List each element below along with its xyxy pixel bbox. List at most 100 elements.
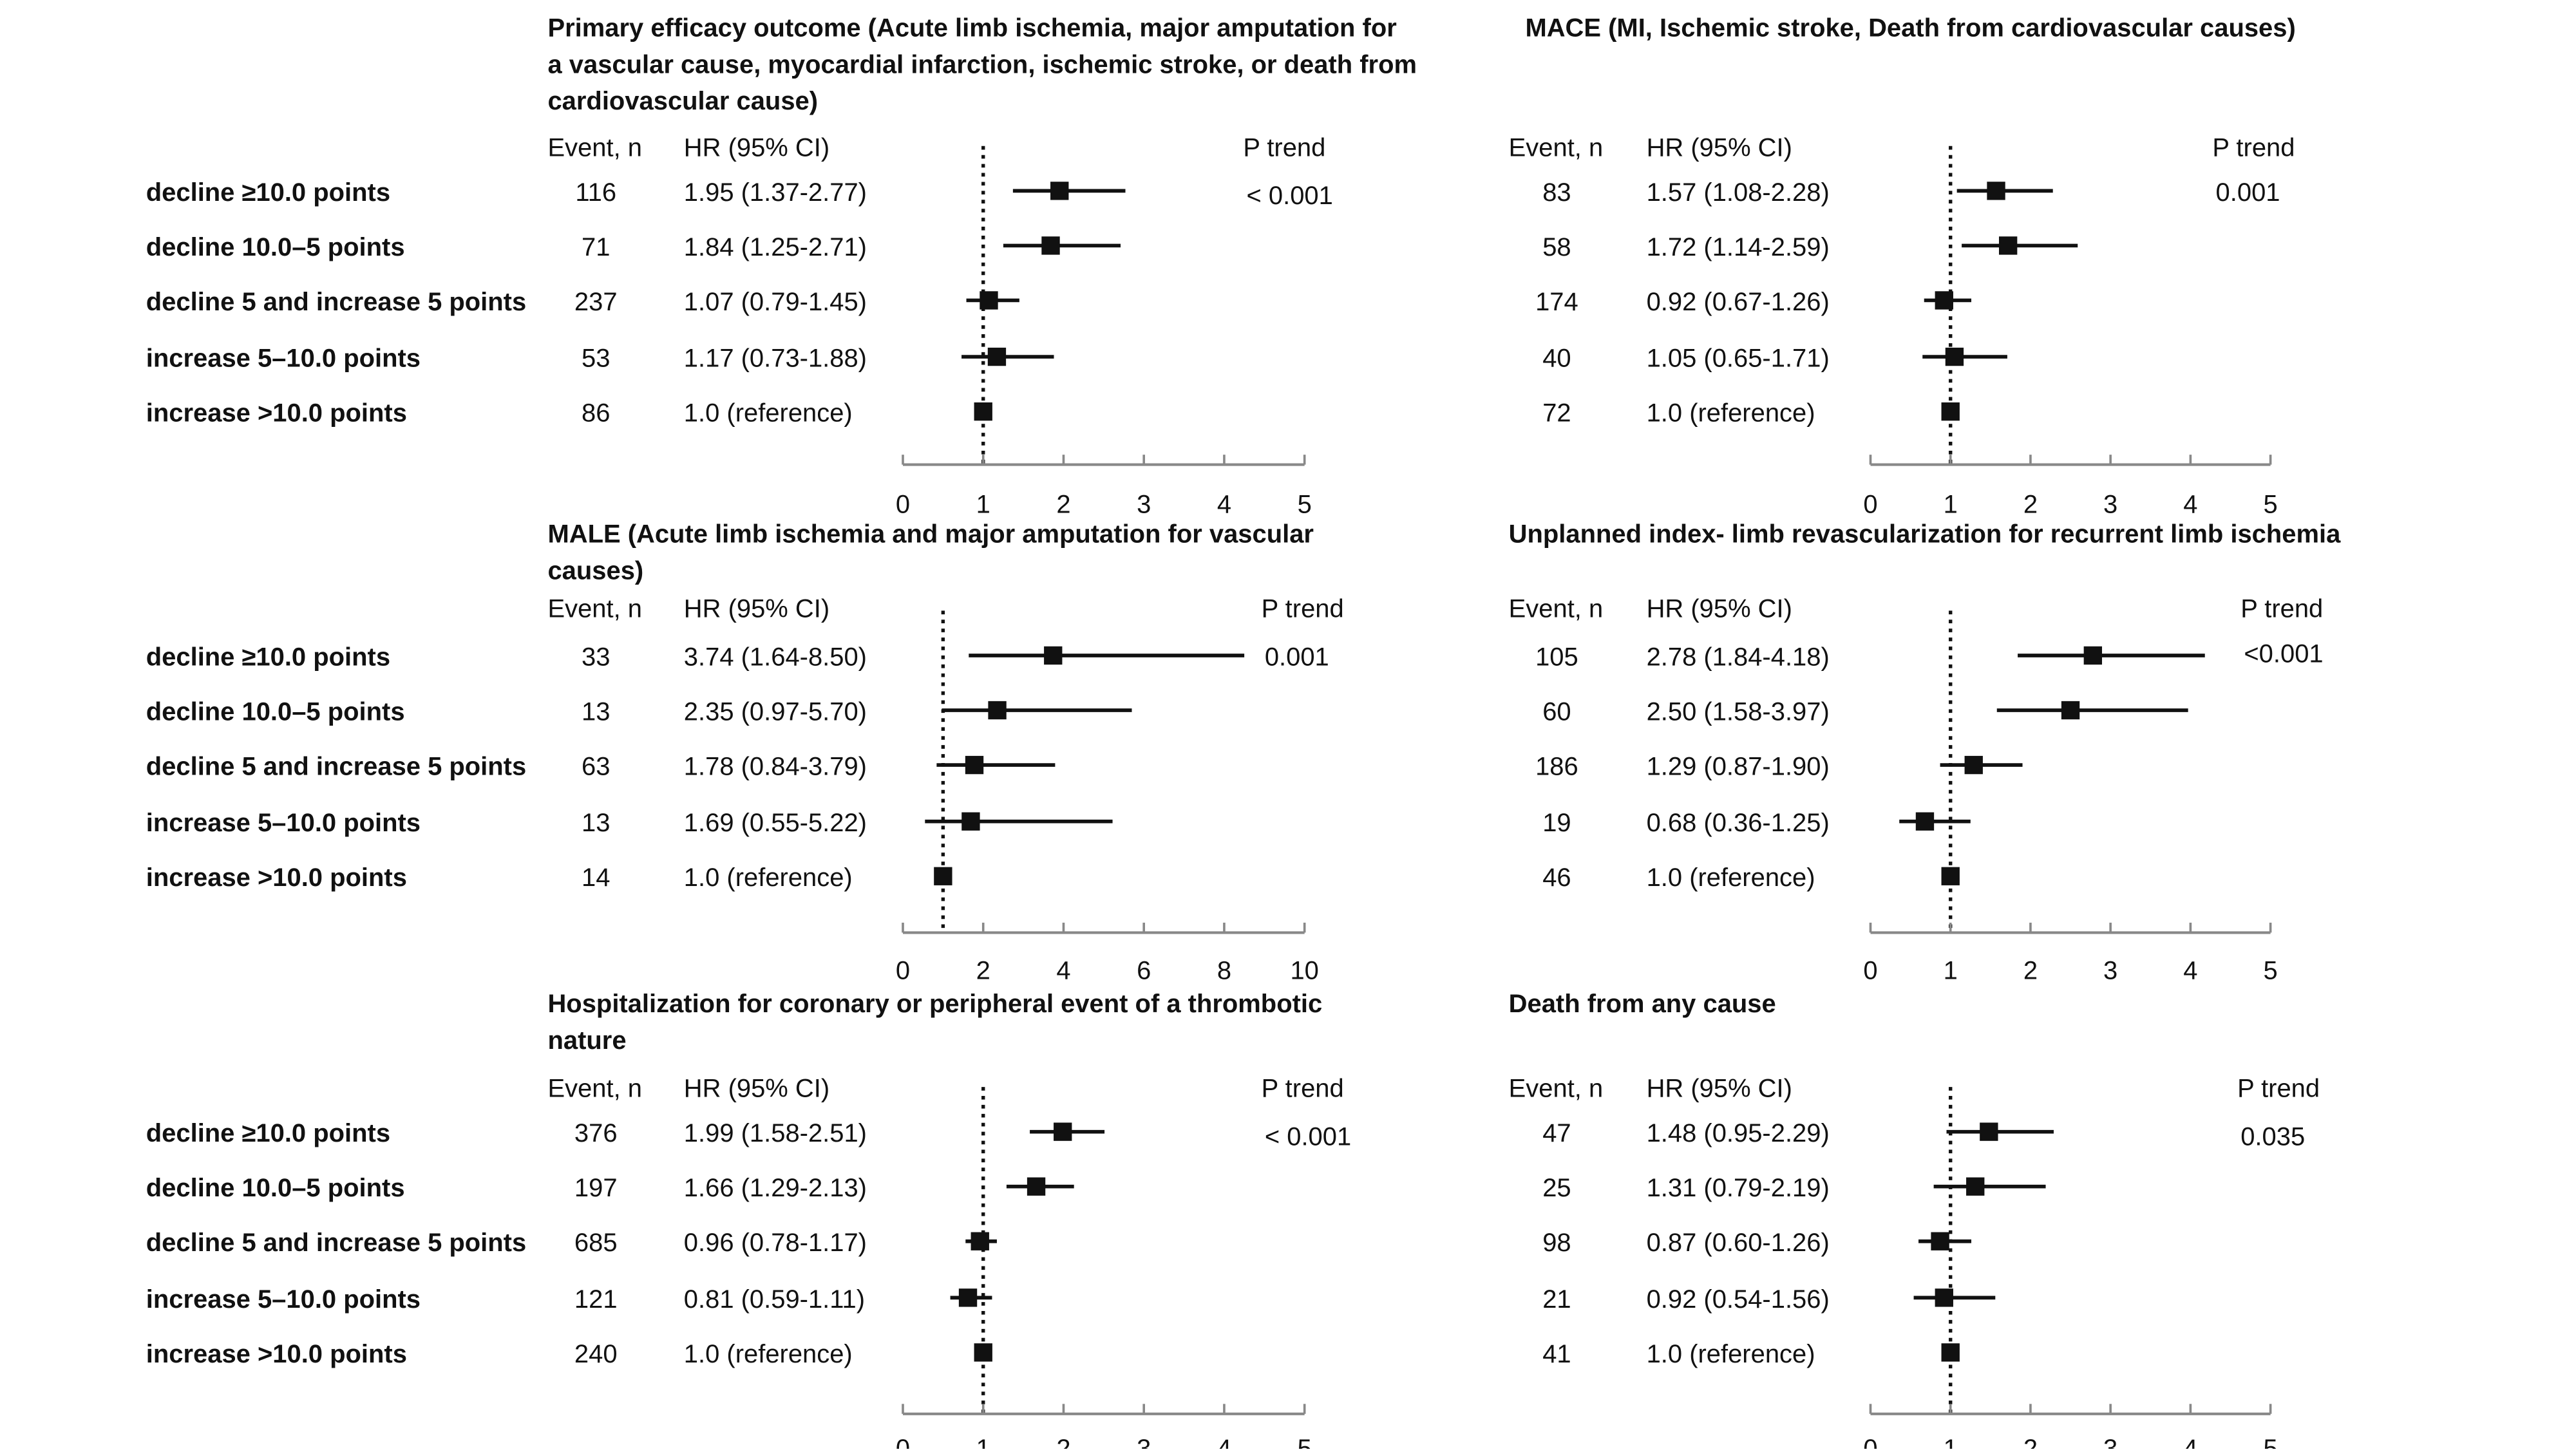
column-header-hr: HR (95% CI) [1647,1075,1792,1103]
event-count: 33 [582,643,610,671]
hr-ci-text: 1.48 (0.95-2.29) [1647,1119,1830,1147]
column-header-events: Event, n [1509,1075,1604,1103]
x-tick-label: 2 [1056,1435,1070,1449]
x-tick-label: 3 [1137,1435,1151,1449]
hr-point [987,347,1007,366]
x-tick-label: 6 [1137,957,1151,985]
column-header-p-trend: P trend [1262,1075,1344,1103]
event-count: 197 [574,1174,618,1202]
hr-point [1044,646,1063,665]
column-header-p-trend: P trend [1262,595,1344,623]
hr-ci-text: 1.0 (reference) [1647,863,1815,892]
event-count: 240 [574,1340,618,1368]
hr-point [965,755,984,775]
hr-point [1915,812,1935,831]
x-tick-label: 5 [2264,490,2278,518]
x-tick-label: 4 [1217,490,1231,518]
hr-point [1966,1177,1985,1196]
panel-title: Hospitalization for coronary or peripher… [547,990,1322,1018]
column-header-hr: HR (95% CI) [1647,133,1792,162]
x-tick-label: 2 [2023,957,2038,985]
hr-point [1941,1343,1960,1362]
hr-ci-text: 0.81 (0.59-1.11) [684,1285,865,1314]
hr-point [1964,755,1983,775]
hr-ci-text: 0.96 (0.78-1.17) [684,1229,867,1257]
panel-title: Death from any cause [1509,990,1776,1018]
column-header-hr: HR (95% CI) [684,595,829,623]
x-tick-label: 0 [1863,490,1877,518]
panel-title: Unplanned index- limb revascularization … [1509,520,2341,549]
row-label: increase >10.0 points [146,399,407,428]
x-tick-label: 1 [976,490,990,518]
x-tick-label: 5 [2264,957,2278,985]
event-count: 19 [1542,809,1571,837]
hr-ci-text: 1.0 (reference) [684,1340,853,1368]
hr-ci-text: 1.0 (reference) [684,863,853,892]
hr-ci-text: 1.0 (reference) [1647,399,1815,428]
hr-ci-text: 1.66 (1.29-2.13) [684,1174,867,1202]
x-tick-label: 1 [976,1435,990,1449]
x-tick-label: 2 [2023,1435,2038,1449]
hr-point [2061,701,2080,720]
x-tick-label: 5 [1298,1435,1312,1449]
forest-panel-3: MALE (Acute limb ischemia and major ampu… [146,520,1344,985]
x-tick-label: 5 [2264,1435,2278,1449]
panel-title: cardiovascular cause) [547,87,818,115]
event-count: 58 [1542,233,1571,261]
hr-ci-text: 3.74 (1.64-8.50) [684,643,867,671]
event-count: 98 [1542,1229,1571,1257]
hr-point [1054,1122,1072,1141]
panel-title: MALE (Acute limb ischemia and major ampu… [547,520,1314,549]
event-count: 60 [1542,698,1571,726]
hr-ci-text: 1.72 (1.14-2.59) [1647,233,1830,261]
row-label: decline ≥10.0 points [146,643,390,671]
event-count: 376 [574,1119,618,1147]
column-header-events: Event, n [547,1075,642,1103]
row-label: increase 5–10.0 points [146,1285,421,1314]
row-label: decline ≥10.0 points [146,1119,390,1147]
event-count: 46 [1542,863,1571,892]
event-count: 41 [1542,1340,1571,1368]
x-tick-label: 0 [896,1435,910,1449]
hr-point [2083,646,2103,665]
x-tick-label: 2 [976,957,990,985]
forest-panel-4: Unplanned index- limb revascularization … [1509,520,2341,985]
p-trend-value: < 0.001 [1265,1122,1351,1151]
hr-point [1050,182,1069,200]
event-count: 116 [575,178,616,207]
x-tick-label: 0 [1863,957,1877,985]
x-tick-label: 4 [2183,1435,2197,1449]
hr-ci-text: 2.78 (1.84-4.18) [1647,643,1830,671]
column-header-p-trend: P trend [1243,133,1325,162]
hr-ci-text: 1.57 (1.08-2.28) [1647,178,1830,207]
row-label: increase 5–10.0 points [146,344,421,373]
hr-point [1041,236,1060,255]
panel-title: Primary efficacy outcome (Acute limb isc… [547,14,1396,42]
hr-point [1945,347,1964,366]
row-label: increase >10.0 points [146,1340,407,1368]
x-tick-label: 0 [896,957,910,985]
hr-point [980,291,998,310]
event-count: 237 [574,288,618,316]
p-trend-value: < 0.001 [1246,182,1332,210]
hr-point [1998,236,2018,255]
row-label: decline 10.0–5 points [146,233,405,261]
column-header-hr: HR (95% CI) [1647,595,1792,623]
hr-point [1980,1122,1998,1141]
x-tick-label: 4 [1217,1435,1231,1449]
hr-ci-text: 1.07 (0.79-1.45) [684,288,867,316]
hr-ci-text: 1.31 (0.79-2.19) [1647,1174,1830,1202]
forest-panel-6: Death from any cause Event, n HR (95% CI) P… [1509,990,2320,1452]
hr-ci-text: 1.0 (reference) [684,399,853,428]
x-tick-label: 2 [1056,490,1070,518]
x-tick-label: 3 [2103,1435,2117,1449]
row-label: decline 5 and increase 5 points [146,288,526,316]
panel-title: a vascular cause, myocardial infarction,… [547,50,1417,79]
event-count: 25 [1542,1174,1571,1202]
hr-ci-text: 0.92 (0.54-1.56) [1647,1285,1830,1314]
event-count: 105 [1535,643,1578,671]
hr-ci-text: 0.68 (0.36-1.25) [1647,809,1830,837]
hr-point [974,402,992,421]
